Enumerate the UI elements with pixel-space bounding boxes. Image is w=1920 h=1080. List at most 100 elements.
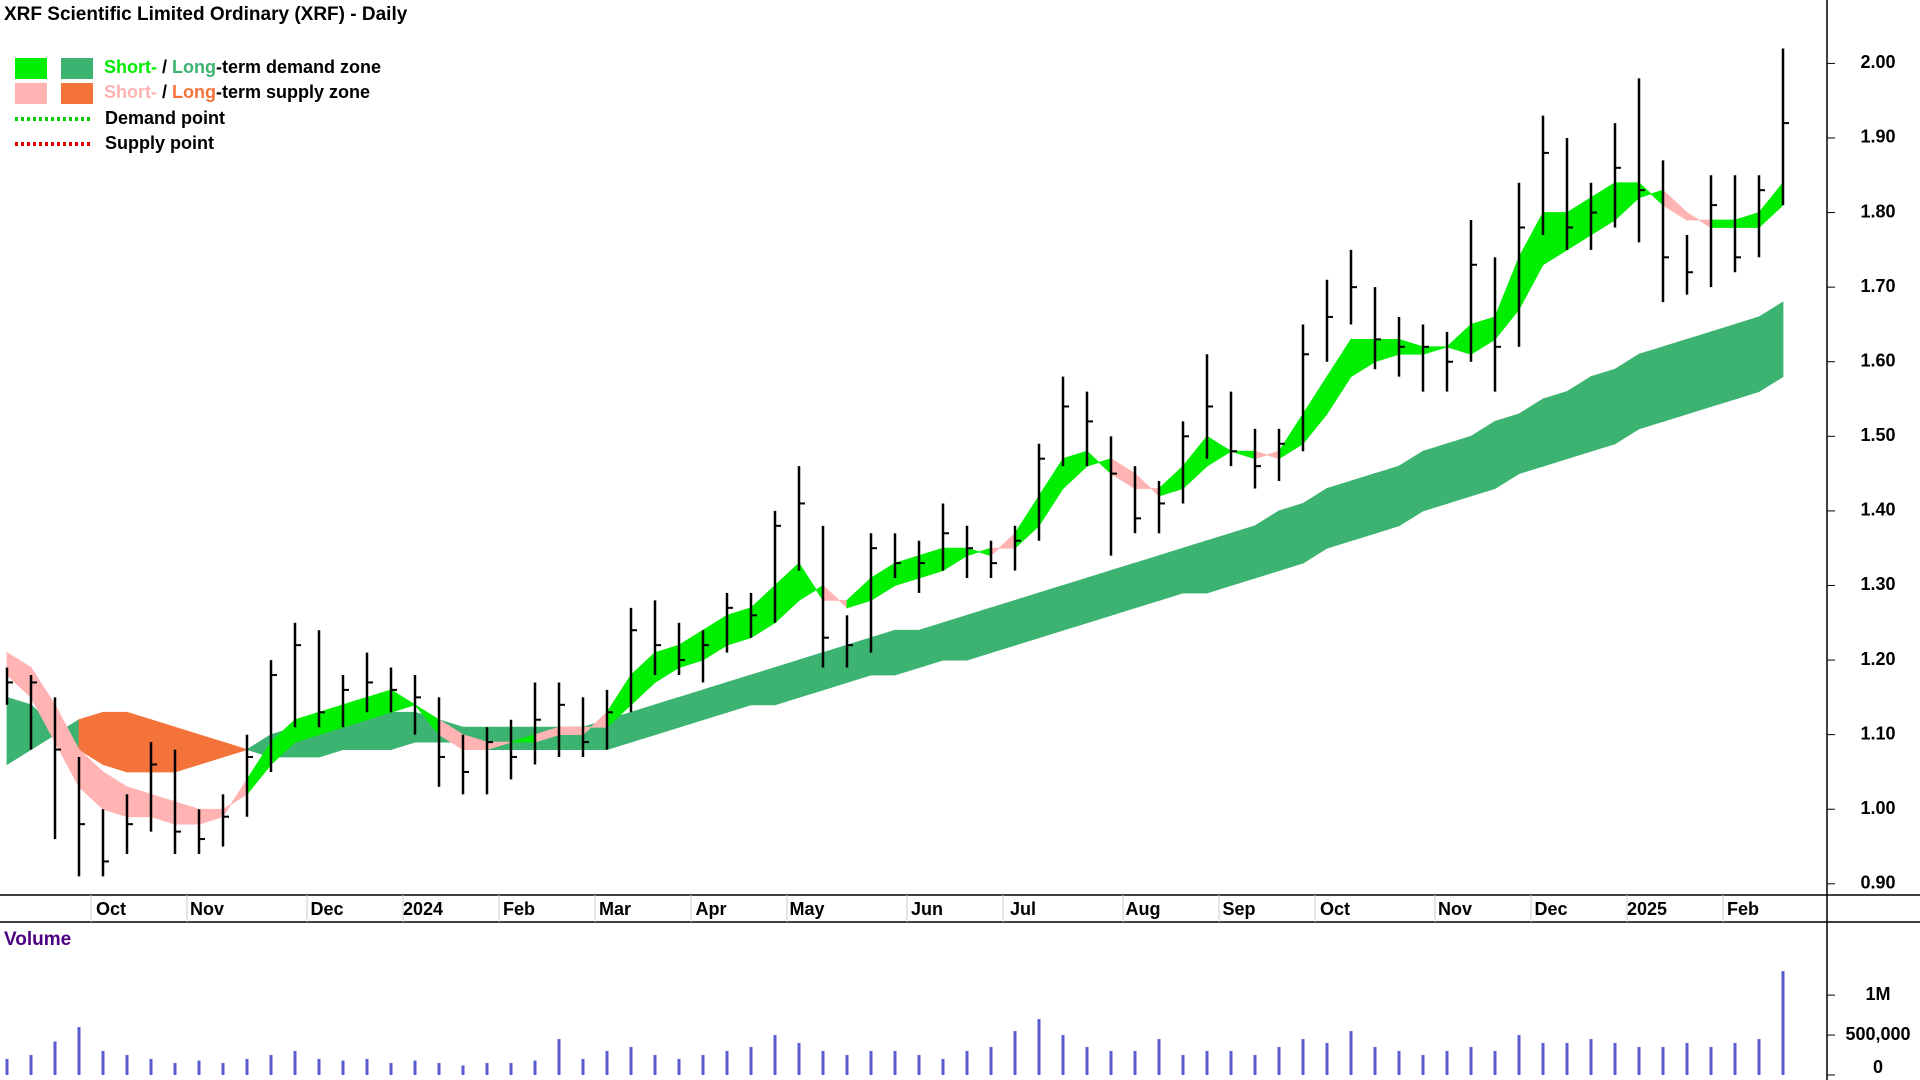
short-term-zone	[6, 651, 32, 699]
short-term-zone	[1542, 212, 1568, 266]
legend-swatch	[61, 83, 93, 104]
long-term-zone	[1710, 323, 1736, 408]
short-term-zone	[630, 651, 656, 706]
volume-bar	[629, 1047, 633, 1075]
long-term-zone	[822, 644, 848, 691]
y-tick-label: 1.20	[1860, 649, 1895, 669]
y-tick-label: 0	[1873, 1057, 1883, 1077]
long-term-zone	[678, 689, 704, 728]
legend-long: Long	[172, 82, 216, 102]
volume-bar	[1253, 1055, 1257, 1075]
volume-bar	[581, 1059, 585, 1075]
volume-bar	[101, 1051, 105, 1075]
volume-bar	[1541, 1043, 1545, 1075]
long-term-zone	[1302, 487, 1328, 564]
short-term-zone	[702, 614, 728, 661]
short-term-zone	[1614, 182, 1640, 221]
legend-swatch	[15, 83, 47, 104]
long-term-zone	[6, 696, 32, 766]
long-term-zone	[870, 629, 896, 676]
long-term-zone	[1518, 398, 1544, 475]
short-term-zone	[1662, 189, 1688, 221]
long-term-zone	[198, 734, 224, 766]
volume-bar	[173, 1063, 177, 1075]
volume-bar	[1181, 1055, 1185, 1075]
long-term-zone	[1638, 346, 1664, 430]
long-term-zone	[1542, 391, 1568, 467]
x-tick-label: Oct	[1320, 899, 1350, 919]
long-term-zone	[1470, 420, 1496, 497]
legend-short: Short-	[104, 57, 157, 77]
long-term-zone	[774, 659, 800, 706]
long-term-zone	[1134, 555, 1160, 609]
volume-bar	[1229, 1051, 1233, 1075]
volume-bar	[797, 1043, 801, 1075]
short-term-zone	[390, 689, 416, 713]
volume-bar	[341, 1060, 345, 1075]
volume-bar	[509, 1063, 513, 1075]
legend-sep: /	[157, 57, 172, 77]
volume-bar	[1565, 1043, 1569, 1075]
legend-swatch	[61, 58, 93, 79]
volume-bar	[437, 1063, 441, 1075]
y-tick-label: 1M	[1865, 984, 1890, 1004]
legend-label: Supply point	[105, 133, 214, 153]
volume-bar	[1613, 1043, 1617, 1075]
volume-bar	[1061, 1035, 1065, 1075]
volume-bar	[1349, 1031, 1353, 1075]
legend-label: Short- / Long-term supply zone	[104, 82, 370, 102]
short-term-zone	[798, 561, 824, 602]
volume-bar	[149, 1059, 153, 1075]
x-tick-label: Sep	[1222, 899, 1255, 919]
short-term-zone	[1278, 412, 1304, 460]
short-term-zone	[1494, 257, 1520, 341]
volume-bar	[1301, 1039, 1305, 1075]
long-term-zone	[798, 652, 824, 698]
volume-bar	[1157, 1039, 1161, 1075]
short-term-zone	[1566, 196, 1592, 251]
long-term-zone	[750, 666, 776, 706]
long-term-zone	[1662, 338, 1688, 422]
volume-bar	[845, 1055, 849, 1075]
long-term-zone	[1422, 443, 1448, 512]
short-term-zone	[1638, 181, 1664, 207]
y-tick-label: 1.90	[1860, 127, 1895, 147]
volume-bar	[1445, 1051, 1449, 1075]
x-tick-label: May	[789, 899, 824, 919]
short-term-zone	[1710, 219, 1736, 228]
short-term-zone	[870, 562, 896, 602]
volume-bar	[293, 1051, 297, 1075]
long-term-zone	[990, 599, 1016, 654]
x-tick-label: Nov	[1438, 899, 1472, 919]
volume-bar	[1493, 1051, 1497, 1075]
short-term-zone	[726, 607, 752, 646]
volume-bar	[197, 1060, 201, 1075]
short-term-zone	[942, 547, 968, 572]
y-tick-label: 1.00	[1860, 798, 1895, 818]
long-term-zone	[702, 681, 728, 721]
short-term-zone	[966, 547, 992, 557]
volume-bar	[1085, 1047, 1089, 1075]
x-tick-label: 2025	[1627, 899, 1667, 919]
short-term-zone	[198, 808, 224, 825]
volume-bar	[5, 1059, 9, 1075]
short-term-zone	[1686, 211, 1712, 229]
volume-bar	[245, 1059, 249, 1075]
long-term-zone	[1734, 316, 1760, 400]
long-term-zone	[222, 741, 249, 758]
legend-label: Demand point	[105, 108, 225, 128]
volume-bar	[1013, 1031, 1017, 1075]
long-term-zone	[1758, 301, 1784, 393]
long-term-zone	[390, 711, 416, 751]
long-term-zone	[1278, 502, 1304, 572]
short-term-zone	[774, 562, 800, 624]
volume-bar	[77, 1027, 81, 1075]
y-tick-label: 0.90	[1860, 873, 1895, 893]
short-term-zone	[654, 644, 680, 684]
long-term-zone	[1614, 353, 1640, 445]
short-term-zone	[150, 793, 176, 825]
volume-bar	[1325, 1043, 1329, 1075]
short-term-zone	[270, 718, 296, 766]
short-term-zone	[126, 786, 152, 818]
volume-bar	[1733, 1043, 1737, 1075]
